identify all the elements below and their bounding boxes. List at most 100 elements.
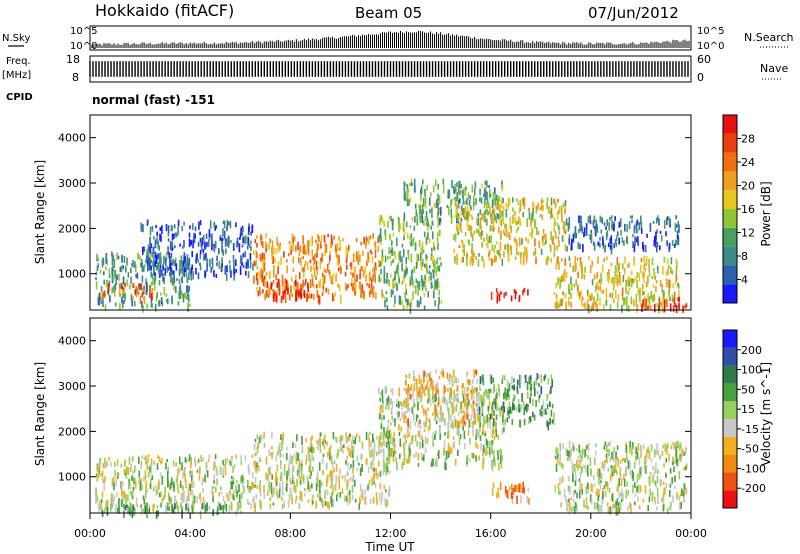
velocity-cell: [184, 457, 187, 463]
power-cell: [659, 245, 661, 251]
velocity-cell: [368, 480, 371, 485]
power-cell: [462, 208, 465, 218]
velocity-cell: [269, 503, 272, 509]
velocity-cell: [178, 466, 181, 473]
velocity-cell: [602, 491, 604, 499]
power-cell: [388, 279, 390, 287]
power-cell: [599, 286, 602, 292]
velocity-cell: [382, 400, 384, 409]
velocity-cell: [378, 438, 380, 448]
velocity-cell: [656, 443, 658, 447]
velocity-cell: [291, 461, 294, 466]
velocity-cell: [145, 490, 147, 499]
power-cell: [424, 284, 427, 290]
power-cell: [434, 279, 436, 288]
colorbar-tick-label: 8: [741, 250, 748, 263]
velocity-cell: [476, 402, 479, 407]
velocity-cell: [358, 503, 361, 510]
velocity-cell: [343, 444, 345, 449]
velocity-cell: [286, 446, 288, 451]
power-cell: [347, 247, 349, 256]
power-cell: [636, 280, 638, 288]
power-cell: [486, 202, 488, 209]
velocity-cell: [599, 484, 602, 491]
velocity-cell: [269, 497, 271, 502]
power-cell: [302, 246, 305, 255]
power-cell: [518, 295, 521, 300]
power-cell: [193, 238, 196, 243]
power-cell: [100, 286, 103, 292]
velocity-cell: [469, 437, 471, 445]
power-cell: [293, 235, 296, 242]
power-cell: [599, 297, 601, 306]
velocity-cell: [271, 446, 273, 450]
power-cell: [330, 275, 333, 285]
velocity-cell: [288, 463, 290, 469]
power-cell: [145, 257, 148, 262]
power-cell: [500, 200, 503, 208]
velocity-cell: [513, 378, 515, 383]
velocity-cell: [146, 466, 149, 470]
velocity-cell: [497, 434, 499, 440]
velocity-cell: [472, 453, 475, 459]
power-cell: [528, 207, 530, 211]
velocity-cell: [559, 490, 561, 495]
velocity-cell: [461, 389, 464, 396]
velocity-cell: [350, 451, 352, 458]
power-cell: [132, 295, 134, 300]
power-cell: [135, 287, 138, 293]
power-cell: [593, 215, 596, 224]
velocity-cell: [576, 492, 578, 499]
velocity-cell: [522, 481, 525, 490]
velocity-cell: [187, 503, 190, 510]
velocity-cell: [653, 449, 656, 458]
power-cell: [405, 283, 407, 291]
power-cell: [407, 232, 409, 239]
velocity-cell: [96, 474, 99, 482]
power-cell: [186, 277, 189, 284]
velocity-cell: [645, 449, 648, 458]
power-cell: [181, 225, 183, 232]
velocity-cell: [490, 445, 493, 454]
velocity-cell: [601, 461, 604, 469]
velocity-cell: [379, 449, 382, 455]
velocity-cell: [334, 483, 337, 492]
power-cell: [669, 296, 671, 302]
velocity-cell: [153, 460, 155, 465]
power-cell: [345, 246, 348, 256]
velocity-cell: [326, 441, 328, 446]
velocity-cell: [444, 458, 447, 462]
power-cell: [209, 220, 212, 229]
power-cell: [293, 284, 295, 291]
power-cell: [313, 293, 315, 301]
velocity-cell: [458, 437, 461, 446]
power-cell: [466, 253, 468, 258]
velocity-cell: [347, 462, 349, 468]
freq-ytick-bottom: 8: [72, 71, 79, 84]
power-cell: [472, 233, 474, 242]
colorbar-segment: [723, 436, 737, 455]
velocity-cell: [607, 442, 610, 447]
velocity-cell: [381, 389, 384, 397]
velocity-cell: [306, 476, 309, 482]
power-cell: [456, 182, 458, 188]
velocity-cell: [651, 475, 654, 483]
velocity-cell: [312, 500, 314, 505]
power-cell: [638, 222, 640, 231]
power-cell: [404, 182, 407, 187]
power-cell: [602, 289, 604, 294]
velocity-cell: [280, 465, 282, 470]
power-cell: [610, 235, 613, 244]
velocity-cell: [175, 462, 177, 467]
power-cell: [351, 277, 353, 284]
power-cell: [401, 243, 404, 248]
velocity-cell: [409, 448, 411, 457]
velocity-cell: [611, 451, 613, 460]
power-cell: [302, 279, 304, 288]
velocity-cell: [182, 472, 184, 479]
velocity-cell: [516, 485, 518, 492]
velocity-cell: [413, 403, 415, 408]
power-cell: [173, 270, 175, 277]
velocity-cell: [207, 458, 210, 463]
colorbar-segment: [723, 171, 737, 191]
